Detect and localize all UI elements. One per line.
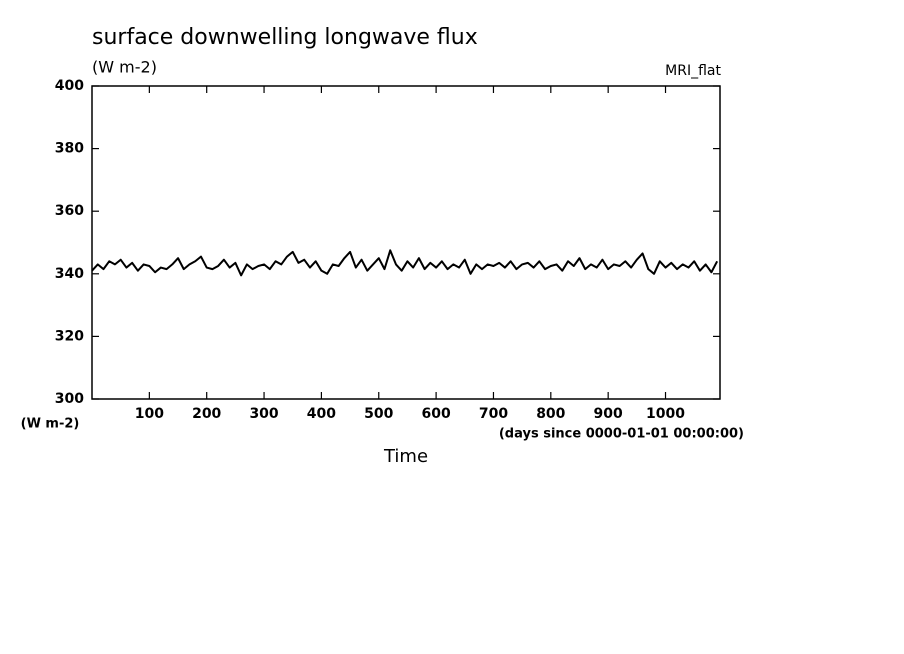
x-tick-label: 400 xyxy=(307,406,336,422)
x-axis-label: Time xyxy=(383,446,428,467)
y-tick-label: 340 xyxy=(55,266,84,282)
y-tick-label: 360 xyxy=(55,203,84,219)
x-axis-units: (days since 0000-01-01 00:00:00) xyxy=(499,427,744,442)
y-tick-label: 300 xyxy=(55,391,84,407)
data-line xyxy=(91,249,719,277)
x-tick-label: 200 xyxy=(192,406,221,422)
annotation: MRI_flat xyxy=(665,63,721,79)
x-tick-label: 800 xyxy=(536,406,565,422)
y-axis-label: (W m-2) xyxy=(21,417,80,432)
x-tick-label: 100 xyxy=(135,406,164,422)
x-tick-label: 900 xyxy=(594,406,623,422)
x-tick-label: 600 xyxy=(421,406,450,422)
y-tick-label: 380 xyxy=(55,141,84,157)
x-tick-label: 500 xyxy=(364,406,393,422)
chart-title: surface downwelling longwave flux xyxy=(92,25,478,50)
plot-frame xyxy=(91,85,721,400)
y-tick-label: 320 xyxy=(55,328,84,344)
x-tick-label: 700 xyxy=(479,406,508,422)
y-tick-label: 400 xyxy=(55,78,84,94)
chart-subtitle: (W m-2) xyxy=(92,58,157,77)
x-tick-label: 1000 xyxy=(646,406,685,422)
x-tick-label: 300 xyxy=(249,406,278,422)
